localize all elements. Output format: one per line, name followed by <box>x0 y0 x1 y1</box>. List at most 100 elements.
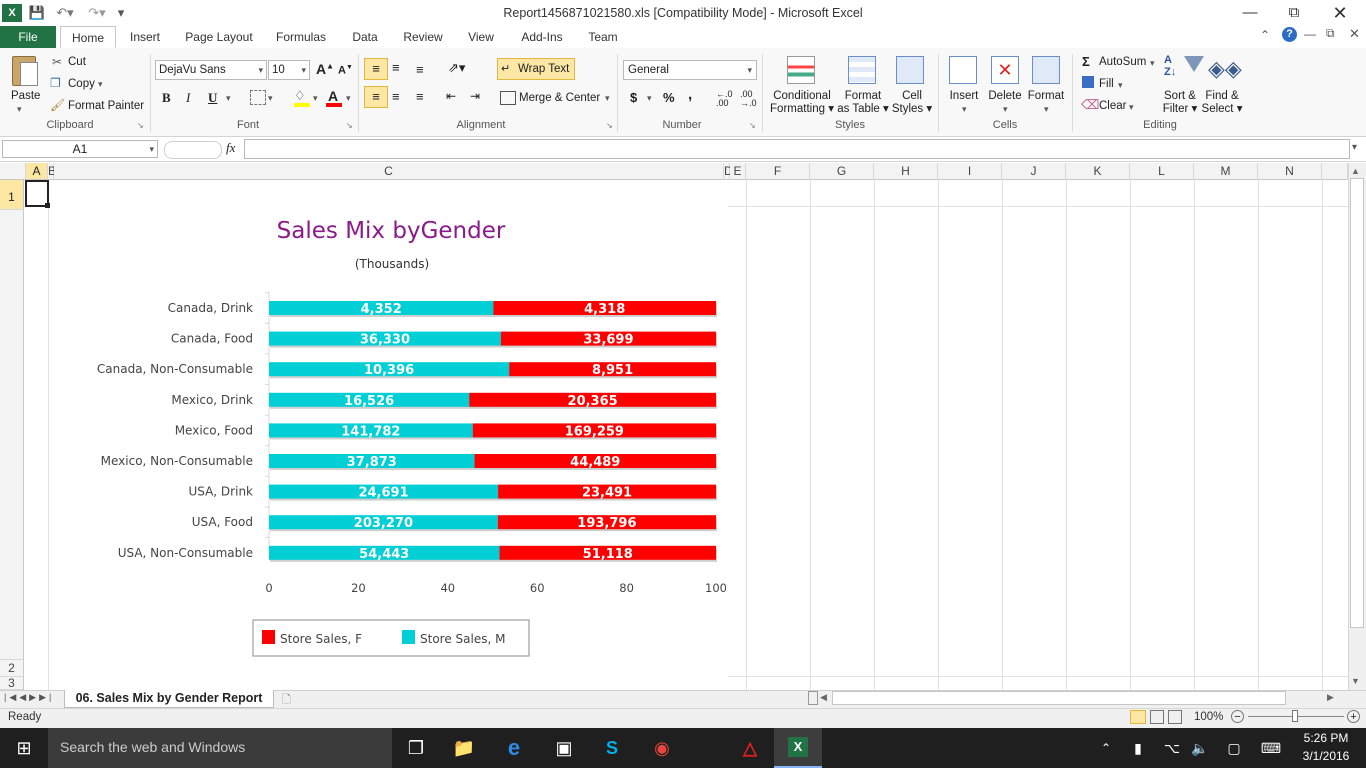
zoom-in-icon[interactable]: + <box>1347 710 1360 723</box>
cell-styles-icon[interactable] <box>896 56 924 84</box>
tab-home[interactable]: Home <box>60 26 116 48</box>
name-box[interactable]: A1 ▾ <box>2 140 158 158</box>
restore-icon[interactable]: ⧉ <box>1288 4 1300 21</box>
autosum-icon[interactable]: Σ <box>1082 54 1090 69</box>
delete-dropdown-icon[interactable]: ▾ <box>1003 104 1008 114</box>
column-header-n[interactable]: N <box>1258 163 1322 180</box>
tab-team[interactable]: Team <box>588 30 618 44</box>
sheet-tab-active[interactable]: 06. Sales Mix by Gender Report <box>64 690 274 708</box>
font-family-select[interactable]: DejaVu Sans ▾ <box>155 60 267 80</box>
bold-button[interactable]: B <box>162 90 171 105</box>
sort-filter-button[interactable]: Sort & Filter ▾ <box>1162 90 1198 115</box>
format-as-table-icon[interactable] <box>848 56 876 84</box>
font-size-select[interactable]: 10 ▾ <box>268 60 310 80</box>
keyboard-icon[interactable]: ⌨ <box>1260 740 1282 756</box>
format-cells-icon[interactable] <box>1032 56 1060 84</box>
zoom-slider-thumb[interactable] <box>1292 710 1298 722</box>
clear-button[interactable]: Clear <box>1099 100 1127 112</box>
insert-sheet-icon[interactable]: 🗋 <box>282 694 291 706</box>
column-header-b[interactable]: B <box>48 163 57 180</box>
binoculars-icon[interactable]: ◈◈ <box>1208 56 1242 81</box>
minimize-icon[interactable]: — <box>1242 4 1258 21</box>
select-all-corner[interactable] <box>0 163 26 180</box>
chart-area[interactable]: Sales Mix byGender (Thousands) Canada, D… <box>50 182 727 688</box>
file-explorer-icon[interactable]: 📁 <box>452 738 476 758</box>
cut-icon[interactable]: ✂ <box>52 55 63 69</box>
increase-decimal-icon[interactable]: ←.0.00 <box>716 89 733 108</box>
volume-icon[interactable]: 🔈 <box>1191 740 1209 756</box>
column-header-l[interactable]: L <box>1130 163 1194 180</box>
font-launcher-icon[interactable]: ↘ <box>346 121 353 130</box>
excel-taskbar-icon[interactable]: X <box>774 728 822 768</box>
borders-icon[interactable] <box>250 90 266 105</box>
currency-dropdown-icon[interactable]: ▾ <box>647 93 652 103</box>
fill-dropdown-icon[interactable]: ▾ <box>1118 80 1123 90</box>
edge-icon[interactable]: e <box>507 735 521 760</box>
insert-function-button[interactable]: fx <box>226 140 236 155</box>
column-header-partial[interactable] <box>1322 163 1348 180</box>
collapse-ribbon-icon[interactable]: ⌃ <box>1260 28 1271 42</box>
orientation-icon[interactable]: ⇗▾ <box>448 60 466 75</box>
windows-start-icon[interactable]: ⊞ <box>16 738 32 758</box>
delete-cells-icon[interactable]: ✕ <box>991 56 1019 84</box>
number-format-select[interactable]: General ▾ <box>623 60 757 80</box>
tab-insert[interactable]: Insert <box>129 30 160 44</box>
close-workbook-icon[interactable]: ✕ <box>1349 26 1360 41</box>
copy-button[interactable]: Copy <box>68 78 95 90</box>
wifi-icon[interactable]: ⌥ <box>1163 740 1181 756</box>
customize-icon[interactable]: ▾ <box>117 5 125 20</box>
borders-dropdown-icon[interactable]: ▾ <box>268 93 273 103</box>
format-as-table-button[interactable]: Format as Table ▾ <box>837 90 889 115</box>
autosum-dropdown-icon[interactable]: ▾ <box>1150 58 1155 68</box>
format-dropdown-icon[interactable]: ▾ <box>1044 104 1049 114</box>
grow-font-icon[interactable]: A▲ <box>316 61 335 77</box>
restore-workbook-icon[interactable]: ⧉ <box>1326 26 1335 40</box>
tab-data[interactable]: Data <box>352 30 378 44</box>
shrink-font-icon[interactable]: A▼ <box>338 64 353 77</box>
eraser-icon[interactable]: ⌫ <box>1081 97 1100 112</box>
column-header-e[interactable]: E <box>730 163 746 180</box>
paste-button[interactable]: Paste <box>11 90 41 102</box>
fill-icon[interactable] <box>1082 76 1094 88</box>
decrease-indent-icon[interactable]: ⇤ <box>446 89 457 103</box>
scroll-down-icon[interactable]: ▼ <box>1351 676 1360 686</box>
row-header-3[interactable]: 3 <box>0 677 24 690</box>
align-right-icon[interactable]: ≡ <box>416 89 424 104</box>
column-header-i[interactable]: I <box>938 163 1002 180</box>
battery-icon[interactable]: ▮ <box>1134 740 1142 756</box>
save-icon[interactable]: 💾 <box>28 5 46 20</box>
clipboard-launcher-icon[interactable]: ↘ <box>137 121 144 130</box>
clear-dropdown-icon[interactable]: ▾ <box>1129 102 1134 112</box>
redo-icon[interactable]: ↷▾ <box>88 5 106 20</box>
delete-button[interactable]: Delete <box>988 90 1022 102</box>
insert-cells-icon[interactable] <box>949 56 977 84</box>
undo-icon[interactable]: ↶▾ <box>56 5 74 20</box>
row-header-1[interactable]: 1 <box>0 180 24 210</box>
tab-page-layout[interactable]: Page Layout <box>185 30 253 44</box>
show-hidden-icons[interactable]: ⌃ <box>1100 741 1112 755</box>
comma-button[interactable]: , <box>688 86 693 103</box>
top-align-icon[interactable]: ≡ <box>364 58 388 80</box>
chrome-icon[interactable]: ◉ <box>654 738 670 758</box>
increase-indent-icon[interactable]: ⇥ <box>470 89 481 103</box>
column-header-j[interactable]: J <box>1002 163 1066 180</box>
conditional-formatting-icon[interactable] <box>787 56 815 84</box>
percent-button[interactable]: % <box>663 90 675 105</box>
clock-time[interactable]: 5:26 PM <box>1303 731 1349 745</box>
column-header-c[interactable]: C <box>54 163 724 180</box>
scroll-up-icon[interactable]: ▲ <box>1351 166 1360 176</box>
wrap-text-button[interactable]: ↵ Wrap Text <box>497 58 575 80</box>
selected-cell-a1[interactable] <box>25 180 49 207</box>
bottom-align-icon[interactable]: ≡ <box>416 62 424 77</box>
format-painter-icon[interactable]: 🖌 <box>50 98 66 112</box>
currency-button[interactable]: $ <box>630 90 638 105</box>
zoom-level[interactable]: 100% <box>1194 711 1224 723</box>
merge-dropdown-icon[interactable]: ▾ <box>605 93 610 103</box>
action-center-icon[interactable]: ▢ <box>1227 740 1241 756</box>
zoom-out-icon[interactable]: − <box>1231 710 1244 723</box>
find-select-button[interactable]: Find & Select ▾ <box>1201 90 1243 115</box>
fill-button[interactable]: Fill <box>1099 78 1114 90</box>
autosum-button[interactable]: AutoSum <box>1099 56 1147 68</box>
insert-button[interactable]: Insert <box>949 90 979 102</box>
help-icon[interactable]: ? <box>1282 27 1297 42</box>
